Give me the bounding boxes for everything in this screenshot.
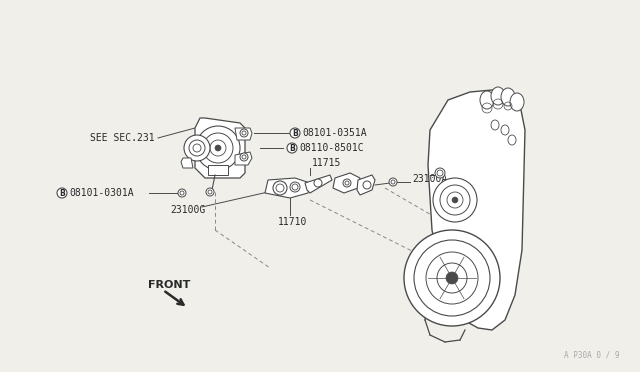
Circle shape: [452, 197, 458, 203]
Circle shape: [389, 178, 397, 186]
Ellipse shape: [501, 88, 515, 106]
Text: 11715: 11715: [312, 158, 341, 168]
Circle shape: [273, 181, 287, 195]
Text: A P30A 0 / 9: A P30A 0 / 9: [564, 351, 620, 360]
Circle shape: [290, 182, 300, 192]
Circle shape: [206, 188, 214, 196]
Ellipse shape: [510, 93, 524, 111]
Polygon shape: [208, 165, 228, 175]
Polygon shape: [235, 152, 252, 165]
Circle shape: [178, 189, 186, 197]
Circle shape: [343, 179, 351, 187]
Text: 08101-0351A: 08101-0351A: [302, 128, 367, 138]
Polygon shape: [333, 173, 360, 193]
Circle shape: [363, 181, 371, 189]
Text: FRONT: FRONT: [148, 280, 190, 290]
Text: 23100A: 23100A: [412, 174, 447, 184]
Circle shape: [314, 179, 322, 187]
Polygon shape: [428, 90, 525, 330]
Circle shape: [404, 230, 500, 326]
Text: B: B: [59, 189, 65, 198]
Polygon shape: [235, 128, 252, 140]
Circle shape: [433, 178, 477, 222]
Circle shape: [435, 168, 445, 178]
Text: SEE SEC.231: SEE SEC.231: [90, 133, 155, 143]
Text: 11710: 11710: [278, 217, 307, 227]
Circle shape: [196, 126, 240, 170]
Text: B: B: [289, 144, 295, 153]
Circle shape: [446, 272, 458, 284]
Circle shape: [184, 135, 210, 161]
Text: 08101-0301A: 08101-0301A: [69, 188, 134, 198]
Polygon shape: [305, 175, 332, 193]
Ellipse shape: [480, 91, 494, 109]
Polygon shape: [181, 158, 193, 168]
Circle shape: [215, 145, 221, 151]
Text: 23100G: 23100G: [170, 205, 205, 215]
Polygon shape: [357, 175, 375, 195]
Polygon shape: [265, 178, 310, 198]
Text: 08110-8501C: 08110-8501C: [299, 143, 364, 153]
Polygon shape: [195, 118, 245, 178]
Circle shape: [240, 153, 248, 161]
Circle shape: [287, 143, 297, 153]
Circle shape: [240, 129, 248, 137]
Circle shape: [57, 188, 67, 198]
Circle shape: [290, 128, 300, 138]
Text: B: B: [292, 128, 298, 138]
Ellipse shape: [491, 87, 505, 105]
